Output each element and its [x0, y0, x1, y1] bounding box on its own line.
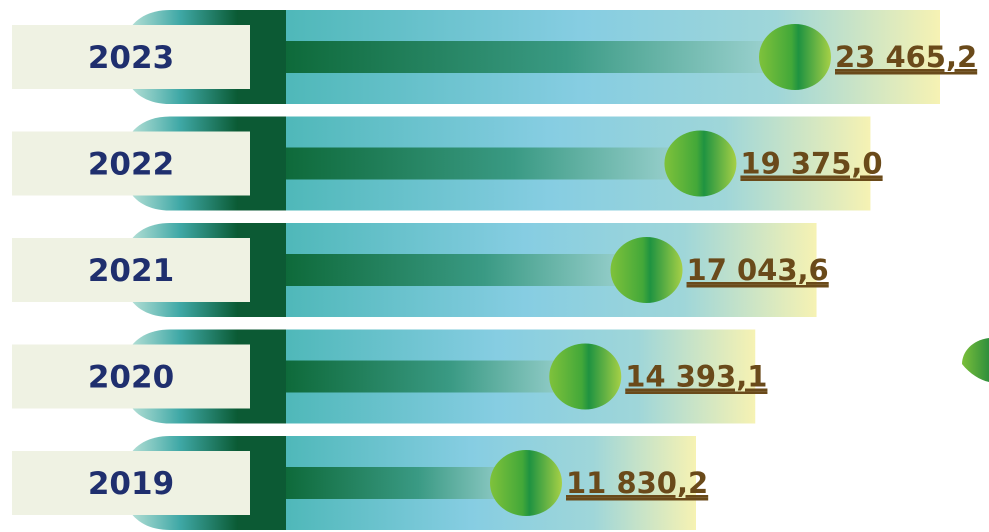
- chart-rows: 2023 23 465,2 2022 19 375,0 2021 17 043,6 2020…: [12, 10, 978, 530]
- bar: [286, 41, 795, 73]
- value-underline: [740, 178, 883, 181]
- value-underline: [566, 498, 709, 501]
- year-label: 2019: [88, 466, 174, 502]
- year-label-box: [12, 131, 250, 196]
- value-underline: [625, 391, 768, 394]
- bar-end-marker: [610, 237, 683, 303]
- bar: [286, 360, 586, 393]
- bar: [286, 254, 647, 286]
- year-label-box: [12, 238, 250, 302]
- value-label: 11 830,2: [566, 466, 708, 500]
- year-label-box: [12, 451, 250, 515]
- year-label-box: [12, 25, 250, 89]
- chart-row-2020: 2020 14 393,1: [12, 329, 768, 424]
- value-label: 14 393,1: [625, 360, 767, 394]
- year-label-box: [12, 344, 250, 409]
- bar-end-marker: [490, 450, 562, 516]
- chart-row-2022: 2022 19 375,0: [12, 116, 883, 211]
- bar: [286, 467, 526, 499]
- value-label: 17 043,6: [687, 253, 829, 287]
- value-underline: [686, 285, 829, 288]
- value-label: 23 465,2: [835, 40, 977, 74]
- year-label: 2020: [88, 360, 174, 396]
- year-label: 2022: [88, 147, 174, 183]
- year-label: 2023: [88, 40, 174, 76]
- value-underline: [835, 72, 978, 75]
- chart-row-2019: 2019 11 830,2: [12, 436, 709, 530]
- bar-end-marker: [664, 130, 737, 197]
- leaf-icon: [962, 338, 989, 382]
- year-label: 2021: [88, 253, 174, 289]
- value-label: 19 375,0: [740, 147, 882, 181]
- chart-row-2023: 2023 23 465,2: [12, 10, 978, 104]
- chart-row-2021: 2021 17 043,6: [12, 223, 829, 317]
- bar-end-marker: [759, 24, 831, 90]
- bar-end-marker: [549, 343, 622, 410]
- bar: [286, 147, 701, 180]
